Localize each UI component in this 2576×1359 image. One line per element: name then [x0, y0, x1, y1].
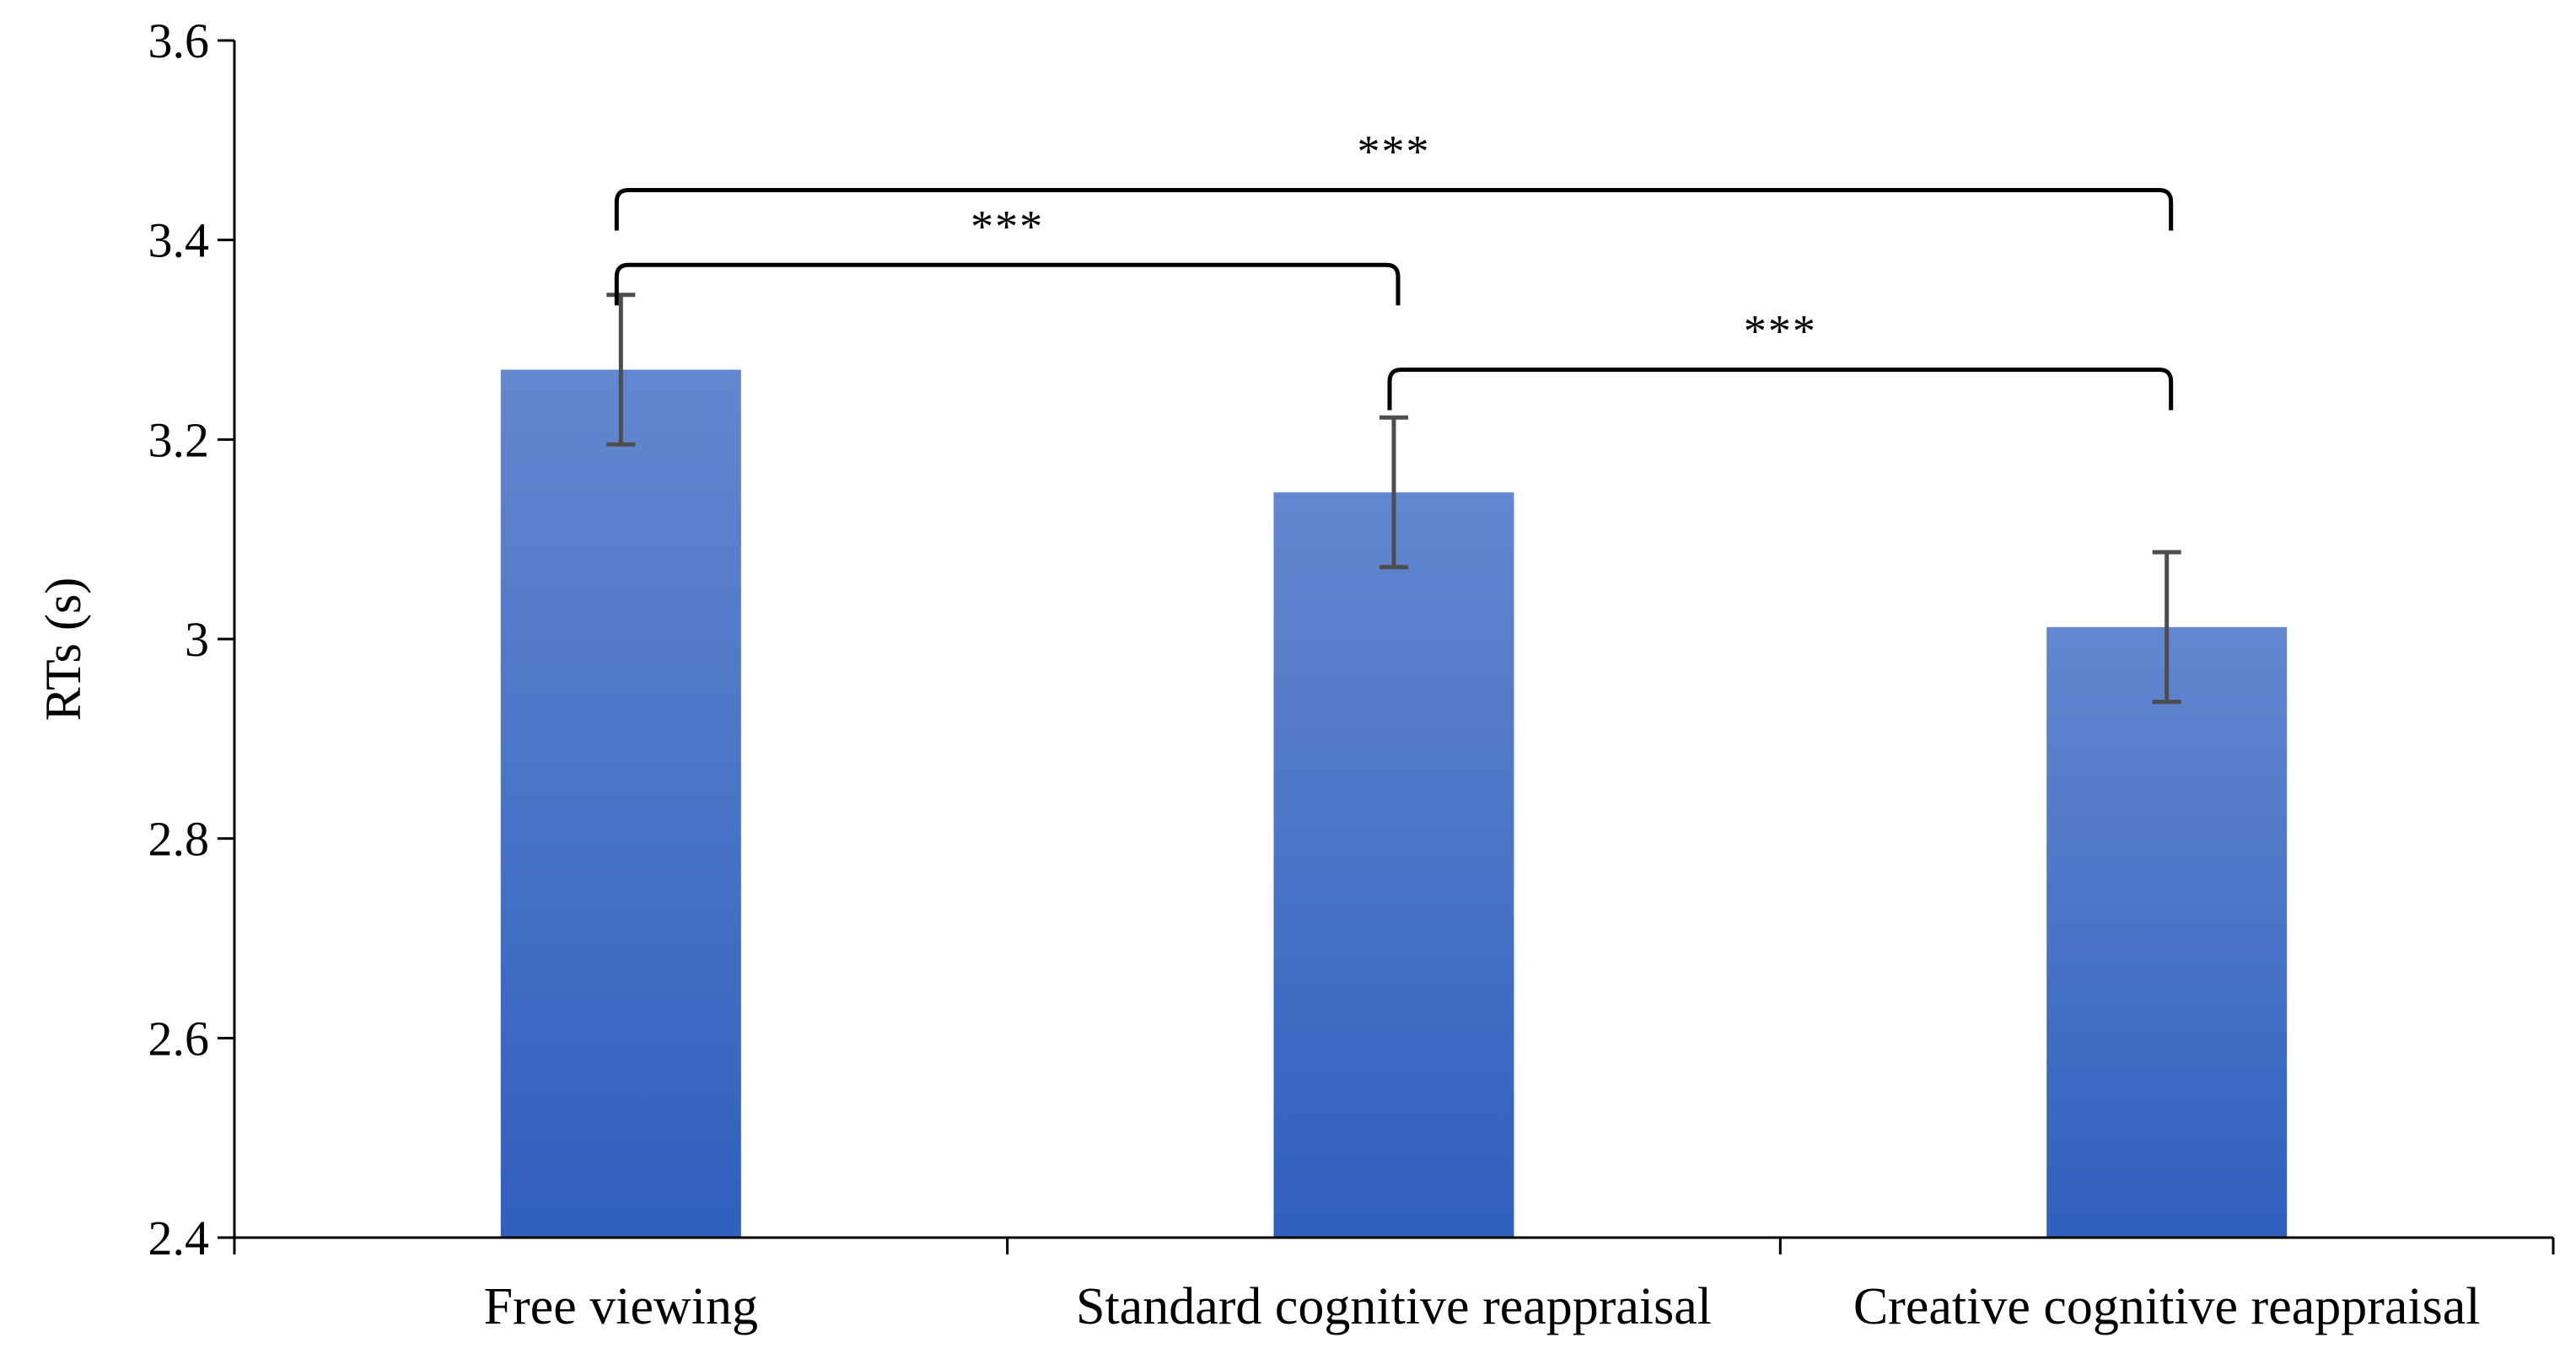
axes — [233, 40, 2555, 1254]
bar — [2046, 626, 2288, 1238]
significance-label: *** — [971, 201, 1044, 251]
y-tick-label: 3.4 — [148, 213, 210, 268]
significance-brackets: *** *** *** — [614, 126, 2174, 411]
significance-bracket — [1387, 368, 2174, 411]
y-tick-label: 2.4 — [148, 1211, 210, 1265]
y-tick-label: 3.6 — [148, 13, 210, 68]
y-axis-ticks: 2.4 2.6 2.8 3 3.2 3.4 3.6 — [148, 13, 234, 1265]
bar — [1273, 492, 1514, 1238]
significance-bracket — [614, 188, 2174, 231]
y-axis-title: RTs (s) — [35, 577, 91, 722]
x-axis-labels: Free viewing Standard cognitive reapprais… — [484, 1278, 2481, 1335]
x-tick-label: Creative cognitive reappraisal — [1853, 1278, 2481, 1335]
y-tick-label: 2.6 — [148, 1011, 210, 1066]
significance-bracket — [614, 262, 1401, 306]
bar — [500, 369, 741, 1238]
bars — [500, 369, 2288, 1238]
y-tick-label: 3.2 — [148, 412, 210, 467]
x-tick-label: Free viewing — [484, 1278, 758, 1335]
y-tick-label: 3 — [185, 612, 209, 667]
y-tick-label: 2.8 — [148, 812, 210, 867]
error-bars — [606, 293, 2181, 705]
significance-label: *** — [1358, 126, 1431, 177]
x-tick-label: Standard cognitive reappraisal — [1076, 1278, 1712, 1335]
significance-label: *** — [1744, 306, 1817, 357]
